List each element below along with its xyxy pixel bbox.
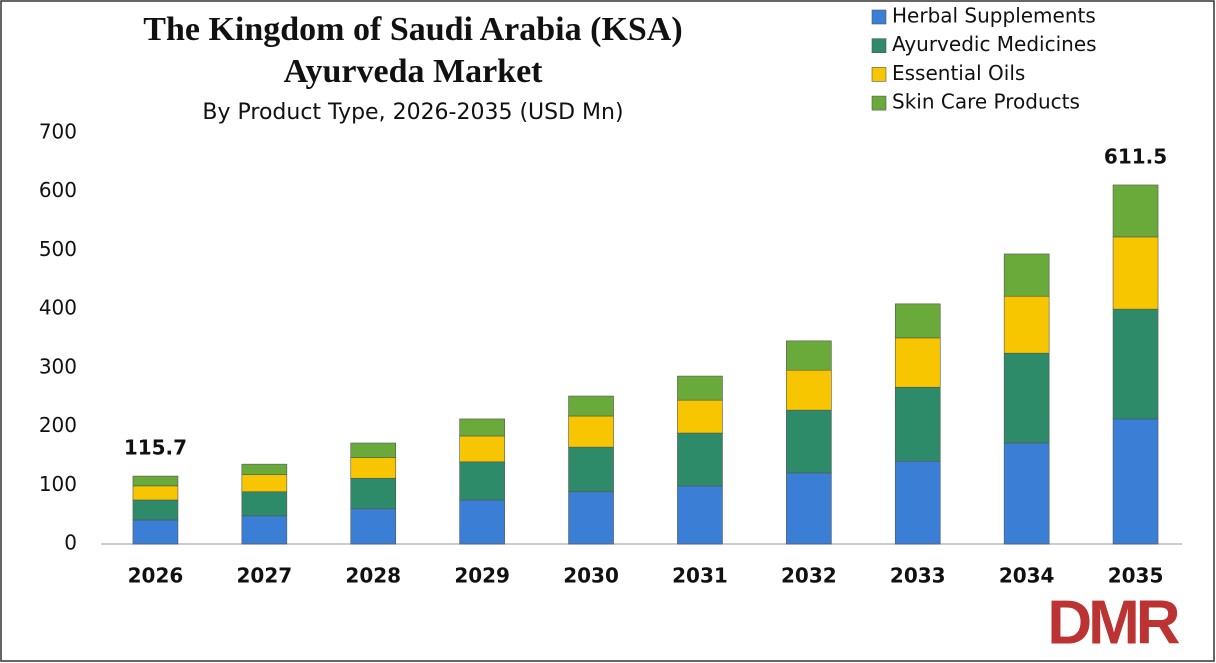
bar-segment [1112,418,1159,545]
bar-segment [350,457,397,479]
x-tick-label: 2031 [672,564,728,588]
bar-segment [786,340,832,371]
bar-segment [894,460,941,545]
bar-segment [1112,308,1159,420]
x-tick-label: 2027 [237,564,293,588]
bar-segment [1003,253,1050,297]
x-tick-label: 2034 [999,564,1055,588]
bar-segment [786,369,832,411]
bar-segment [568,491,614,545]
bar-segment [894,337,941,388]
bar-segment [241,491,288,517]
x-tick-label: 2029 [454,564,510,588]
bar-segment [132,499,179,521]
bar-segment [1003,352,1050,444]
bar-segment [568,446,614,493]
x-tick-label: 2030 [563,564,619,588]
bar-segment [677,485,723,545]
bar-segment [350,442,397,458]
bar-segment [786,472,832,545]
bar-segment [459,461,505,501]
total-label: 611.5 [1104,144,1167,168]
bar-segment [1003,295,1050,354]
legend-label: Ayurvedic Medicines [892,32,1097,56]
legend-label: Essential Oils [892,61,1025,85]
chart-title: Ayurveda Market [283,53,543,90]
legend-swatch [871,9,887,25]
bar-segment [459,435,505,463]
y-tick-label: 100 [39,472,77,496]
chart-title: The Kingdom of Saudi Arabia (KSA) [143,11,682,48]
legend-swatch [871,95,887,111]
bar-segment [459,499,505,545]
bar-segment [459,418,505,437]
bar-segment [677,375,723,401]
y-tick-label: 500 [39,237,77,261]
chart-subtitle: By Product Type, 2026-2035 (USD Mn) [202,100,623,125]
total-label: 115.7 [124,436,187,460]
logo: DMR [1047,588,1179,657]
x-tick-label: 2032 [781,564,837,588]
bar-segment [132,485,179,501]
y-tick-label: 400 [39,296,77,320]
bar-segment [1112,184,1159,238]
x-tick-label: 2033 [890,564,946,588]
legend-label: Skin Care Products [892,90,1080,114]
x-tick-label: 2026 [128,564,184,588]
bar-segment [132,475,179,487]
y-tick-label: 600 [39,178,77,202]
bar-segment [568,415,614,448]
bar-segment [350,477,397,510]
x-tick-label: 2028 [345,564,401,588]
bar-segment [350,508,397,545]
bar-segment [894,303,941,339]
x-tick-label: 2035 [1108,564,1164,588]
y-tick-label: 0 [64,531,77,555]
bar-segment [786,409,832,474]
bar-segment [894,386,941,462]
bar-segment [677,432,723,487]
bar-segment [1112,236,1159,310]
legend-swatch [871,38,887,54]
bar-segment [241,515,288,545]
bar-segment [568,395,614,417]
y-tick-label: 300 [39,354,77,378]
bar-segment [132,519,179,545]
bar-segment [1003,442,1050,545]
legend-label: Herbal Supplements [892,4,1096,28]
y-tick-label: 700 [39,120,77,144]
y-tick-label: 200 [39,413,77,437]
bar-segment [241,463,288,476]
bar-segment [241,474,288,493]
legend-swatch [871,67,887,82]
bar-segment [677,399,723,434]
